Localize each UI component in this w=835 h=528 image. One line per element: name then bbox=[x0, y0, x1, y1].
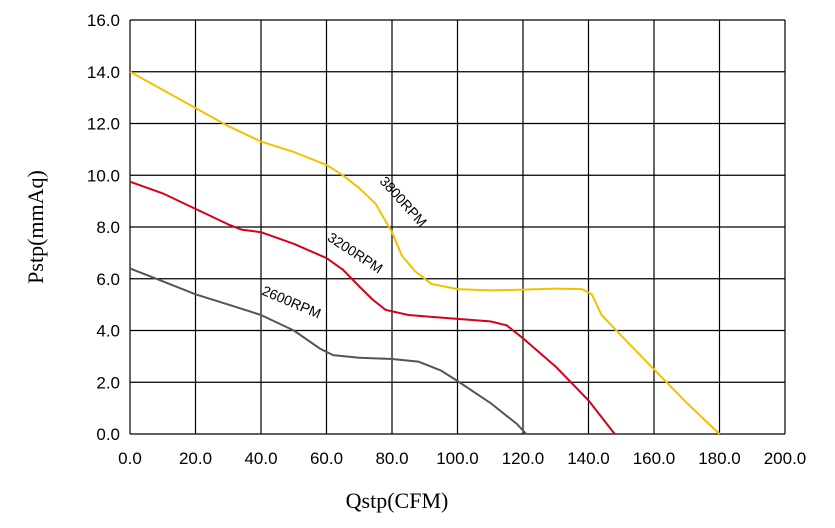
y-tick-label: 8.0 bbox=[96, 218, 120, 237]
series-line-3200rpm bbox=[129, 180, 616, 435]
series-label-2600rpm: 2600RPM bbox=[260, 282, 324, 321]
y-axis-label: Pstp(mmAq) bbox=[23, 170, 48, 284]
x-tick-label: 20.0 bbox=[179, 449, 212, 468]
x-tick-label: 120.0 bbox=[502, 449, 545, 468]
series-line-2600rpm bbox=[129, 267, 528, 435]
x-tick-label: 0.0 bbox=[118, 449, 142, 468]
y-tick-label: 2.0 bbox=[96, 373, 120, 392]
x-tick-label: 180.0 bbox=[698, 449, 741, 468]
y-tick-label: 6.0 bbox=[96, 270, 120, 289]
x-tick-label: 80.0 bbox=[375, 449, 408, 468]
y-tick-label: 16.0 bbox=[87, 11, 120, 30]
y-tick-label: 0.0 bbox=[96, 425, 120, 444]
chart-grid bbox=[129, 19, 786, 435]
y-tick-label: 10.0 bbox=[87, 166, 120, 185]
y-tick-label: 4.0 bbox=[96, 322, 120, 341]
x-tick-label: 100.0 bbox=[436, 449, 479, 468]
series-label-3200rpm: 3200RPM bbox=[325, 229, 386, 276]
series-layer bbox=[129, 70, 721, 435]
x-axis-label: Qstp(CFM) bbox=[346, 488, 449, 513]
y-axis-ticks: 0.0 2.0 4.0 6.0 8.0 10.0 12.0 14.0 16.0 bbox=[87, 11, 120, 444]
x-tick-label: 200.0 bbox=[764, 449, 807, 468]
x-tick-label: 60.0 bbox=[310, 449, 343, 468]
y-tick-label: 14.0 bbox=[87, 63, 120, 82]
series-line-3800rpm bbox=[129, 70, 721, 435]
x-tick-label: 160.0 bbox=[633, 449, 676, 468]
y-tick-label: 12.0 bbox=[87, 115, 120, 134]
x-tick-label: 40.0 bbox=[244, 449, 277, 468]
x-tick-label: 140.0 bbox=[567, 449, 610, 468]
x-axis-ticks: 0.0 20.0 40.0 60.0 80.0 100.0 120.0 140.0 160.0 1… bbox=[118, 449, 806, 468]
